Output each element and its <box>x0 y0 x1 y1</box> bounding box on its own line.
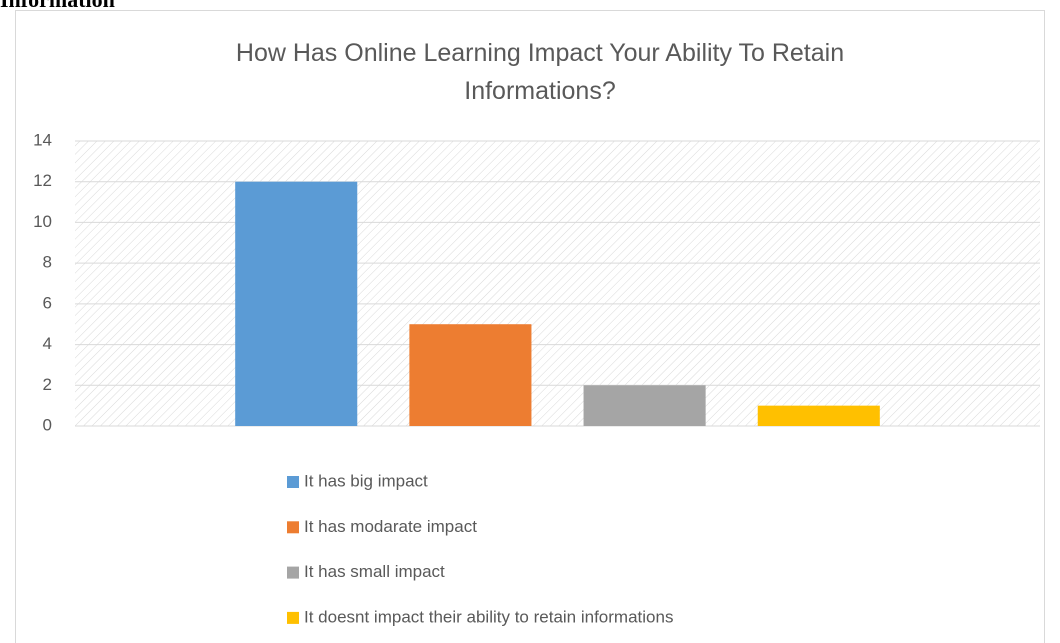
page-heading: Information <box>0 0 115 13</box>
y-tick-label: 10 <box>33 212 52 231</box>
legend-swatch <box>287 566 299 579</box>
y-tick-label: 8 <box>43 253 52 272</box>
y-tick-label: 0 <box>43 415 52 434</box>
y-tick-label: 2 <box>43 375 52 394</box>
legend-label: It doesnt impact their ability to retain… <box>304 607 673 626</box>
y-tick-label: 4 <box>43 334 52 353</box>
chart-title: How Has Online Learning Impact Your Abil… <box>235 39 845 105</box>
bar <box>583 385 706 426</box>
bar <box>235 181 358 426</box>
y-tick-label: 14 <box>33 130 52 149</box>
legend-swatch <box>287 521 299 534</box>
y-tick-label: 6 <box>43 293 52 312</box>
legend-label: It has big impact <box>304 471 428 490</box>
legend-label: It has small impact <box>304 562 445 581</box>
y-tick-label: 12 <box>33 171 52 190</box>
legend-label: It has modarate impact <box>304 517 477 536</box>
bar <box>409 324 532 426</box>
bar <box>757 405 880 426</box>
plot-area <box>75 141 1040 426</box>
legend-swatch <box>287 611 299 624</box>
legend-swatch <box>287 476 299 488</box>
